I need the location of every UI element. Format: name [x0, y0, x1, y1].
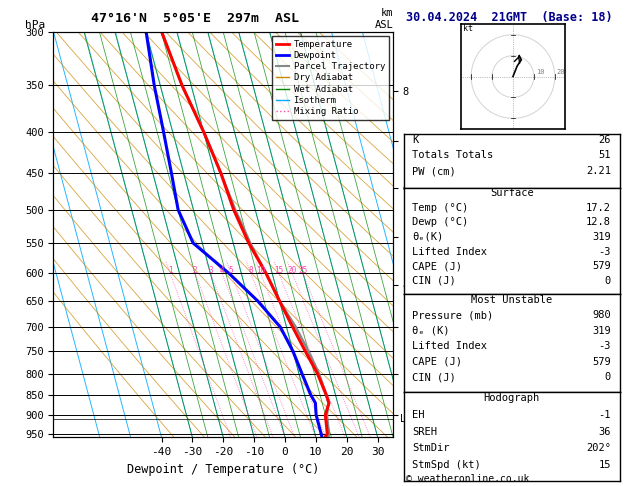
Text: 12.8: 12.8: [586, 217, 611, 227]
Text: Most Unstable: Most Unstable: [471, 295, 552, 305]
X-axis label: Dewpoint / Temperature (°C): Dewpoint / Temperature (°C): [127, 463, 320, 476]
Text: Dewp (°C): Dewp (°C): [413, 217, 469, 227]
Text: 17.2: 17.2: [586, 203, 611, 213]
Text: EH: EH: [413, 410, 425, 420]
Text: LCL: LCL: [400, 414, 418, 424]
Text: 25: 25: [298, 266, 308, 275]
Text: 10: 10: [256, 266, 265, 275]
Text: hPa: hPa: [25, 19, 45, 30]
Text: 20: 20: [287, 266, 297, 275]
Text: StmSpd (kt): StmSpd (kt): [413, 460, 481, 470]
Text: 202°: 202°: [586, 443, 611, 453]
Text: 5: 5: [229, 266, 233, 275]
Text: Pressure (mb): Pressure (mb): [413, 311, 494, 320]
Text: Temp (°C): Temp (°C): [413, 203, 469, 213]
Text: 2.21: 2.21: [586, 166, 611, 176]
Text: © weatheronline.co.uk: © weatheronline.co.uk: [406, 473, 529, 484]
Text: CIN (J): CIN (J): [413, 276, 456, 286]
Text: 47°16'N  5°05'E  297m  ASL: 47°16'N 5°05'E 297m ASL: [91, 12, 299, 25]
Text: CAPE (J): CAPE (J): [413, 357, 462, 367]
Text: 26: 26: [598, 135, 611, 145]
Text: 2: 2: [193, 266, 198, 275]
Text: km
ASL: km ASL: [374, 8, 393, 30]
Text: 0: 0: [604, 372, 611, 382]
Text: 30.04.2024  21GMT  (Base: 18): 30.04.2024 21GMT (Base: 18): [406, 11, 612, 24]
Text: 20: 20: [557, 69, 565, 75]
Text: 10: 10: [536, 69, 545, 75]
Text: 15: 15: [598, 460, 611, 470]
Text: 51: 51: [598, 151, 611, 160]
Text: Lifted Index: Lifted Index: [413, 341, 487, 351]
Text: 319: 319: [592, 326, 611, 336]
Text: Hodograph: Hodograph: [484, 393, 540, 403]
Text: 319: 319: [592, 232, 611, 242]
Text: CIN (J): CIN (J): [413, 372, 456, 382]
Text: 980: 980: [592, 311, 611, 320]
Text: 0: 0: [604, 276, 611, 286]
Y-axis label: Mixing Ratio (g/kg): Mixing Ratio (g/kg): [410, 175, 420, 294]
Text: PW (cm): PW (cm): [413, 166, 456, 176]
Text: 15: 15: [274, 266, 284, 275]
Text: 579: 579: [592, 261, 611, 271]
Text: θₑ(K): θₑ(K): [413, 232, 443, 242]
Text: Totals Totals: Totals Totals: [413, 151, 494, 160]
Text: θₑ (K): θₑ (K): [413, 326, 450, 336]
Text: Surface: Surface: [490, 188, 533, 198]
Text: 3: 3: [208, 266, 213, 275]
Text: CAPE (J): CAPE (J): [413, 261, 462, 271]
Text: 1: 1: [168, 266, 172, 275]
Text: Lifted Index: Lifted Index: [413, 246, 487, 257]
Text: K: K: [413, 135, 419, 145]
Text: StmDir: StmDir: [413, 443, 450, 453]
Text: 579: 579: [592, 357, 611, 367]
Text: 4: 4: [220, 266, 225, 275]
Text: SREH: SREH: [413, 427, 437, 436]
Text: -3: -3: [598, 246, 611, 257]
Text: -1: -1: [598, 410, 611, 420]
Text: -3: -3: [598, 341, 611, 351]
Text: kt: kt: [463, 23, 473, 33]
Text: 36: 36: [598, 427, 611, 436]
Legend: Temperature, Dewpoint, Parcel Trajectory, Dry Adiabat, Wet Adiabat, Isotherm, Mi: Temperature, Dewpoint, Parcel Trajectory…: [272, 36, 389, 120]
Text: 8: 8: [248, 266, 253, 275]
